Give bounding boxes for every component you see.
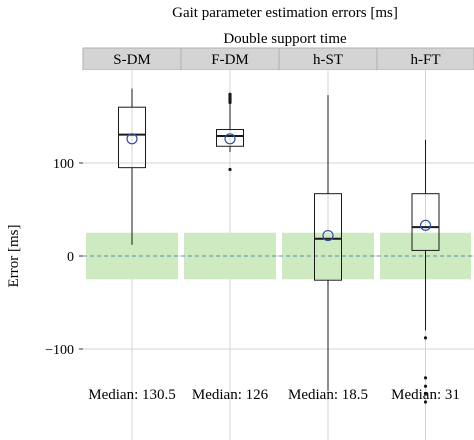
facet-strip-label: h-ST bbox=[313, 52, 343, 68]
box bbox=[118, 106, 146, 169]
mean-marker bbox=[224, 133, 236, 145]
median-annotation: Median: 130.5 bbox=[88, 387, 176, 403]
y-axis-label: Error [ms] bbox=[6, 225, 22, 288]
y-tick-label: 0 bbox=[67, 250, 74, 265]
outlier-point bbox=[228, 92, 232, 96]
box bbox=[314, 193, 342, 281]
box bbox=[411, 193, 440, 251]
facet-s-dm: S-DM Median: 130.5 bbox=[82, 47, 182, 440]
facet-strip-label: h-FT bbox=[411, 52, 441, 68]
facet-h-st: h-ST Median: 18.5 bbox=[278, 47, 378, 440]
outlier-point bbox=[423, 392, 428, 396]
y-axis-ticks: 100 0 −100 bbox=[45, 157, 83, 358]
outlier-point bbox=[423, 376, 428, 380]
y-tick-label: −100 bbox=[45, 343, 74, 358]
chart-subtitle: Double support time bbox=[223, 31, 347, 47]
mean-marker bbox=[126, 133, 138, 145]
y-tick-label: 100 bbox=[53, 157, 74, 172]
median-annotation: Median: 126 bbox=[192, 387, 269, 403]
box bbox=[216, 129, 244, 147]
facet-strip-label: F-DM bbox=[211, 52, 249, 68]
outlier-point bbox=[423, 384, 428, 388]
median-annotation: Median: 18.5 bbox=[288, 387, 368, 403]
outlier-point bbox=[423, 400, 428, 404]
facet-f-dm: F-DM Median: 126 bbox=[180, 47, 280, 440]
facet-panels: S-DM Median: 130.5 F-DM Median: 126 h-ST Medi… bbox=[82, 47, 474, 440]
outlier-point bbox=[423, 336, 428, 340]
outlier-point bbox=[228, 167, 232, 172]
mean-marker bbox=[419, 219, 432, 231]
mean-marker bbox=[322, 229, 334, 242]
median-annotation: Median: 31 bbox=[391, 387, 460, 403]
chart-title: Gait parameter estimation errors [ms] bbox=[172, 5, 398, 21]
facet-strip-label: S-DM bbox=[113, 52, 151, 68]
facet-h-ft: h-FT Median: 31 bbox=[376, 47, 474, 440]
